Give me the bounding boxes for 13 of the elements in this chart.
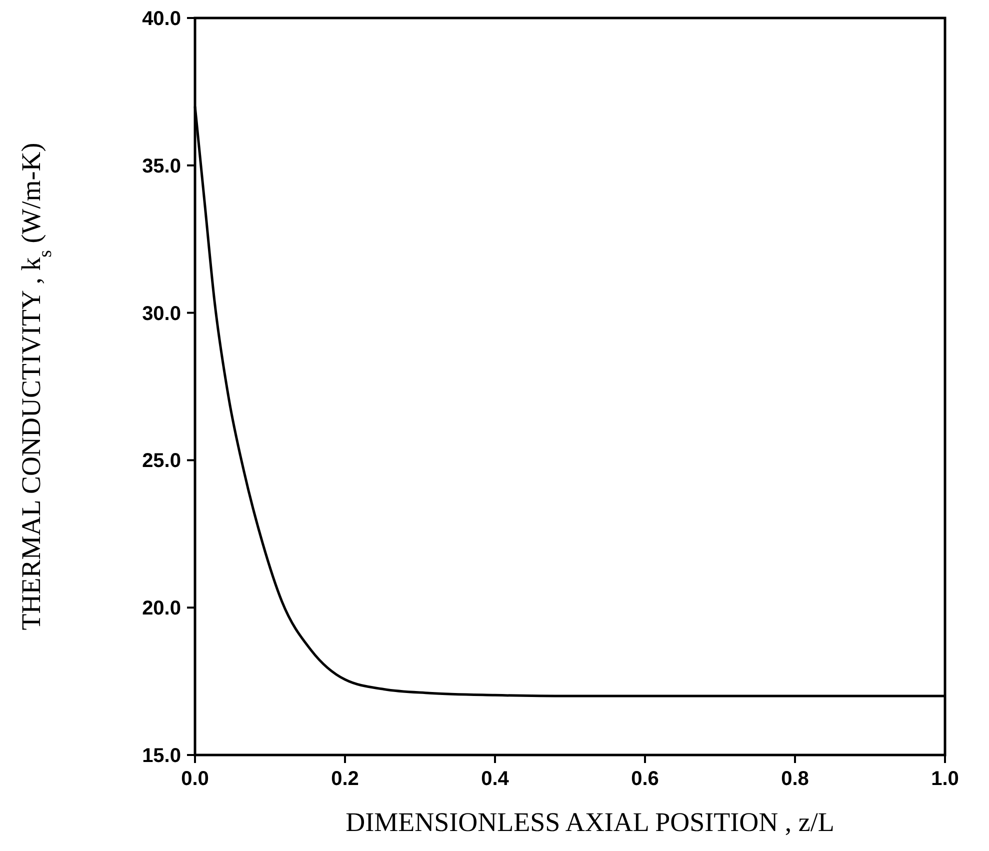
y-tick-label: 35.0 [142,155,181,178]
y-tick-label: 40.0 [142,8,181,30]
x-tick-label: 0.8 [781,768,809,790]
x-axis-title: DIMENSIONLESS AXIAL POSITION , z/L [346,807,834,837]
x-tick-label: 1.0 [931,768,959,790]
x-tick-label: 0.2 [331,768,359,790]
y-tick-label: 25.0 [142,450,181,472]
y-tick-label: 15.0 [142,745,181,767]
x-tick-label: 0.4 [481,768,510,790]
x-tick-label: 0.6 [631,768,659,790]
y-tick-label: 30.0 [142,302,181,325]
x-tick-label: 0.0 [181,768,209,790]
y-tick-label: 20.0 [142,598,181,620]
